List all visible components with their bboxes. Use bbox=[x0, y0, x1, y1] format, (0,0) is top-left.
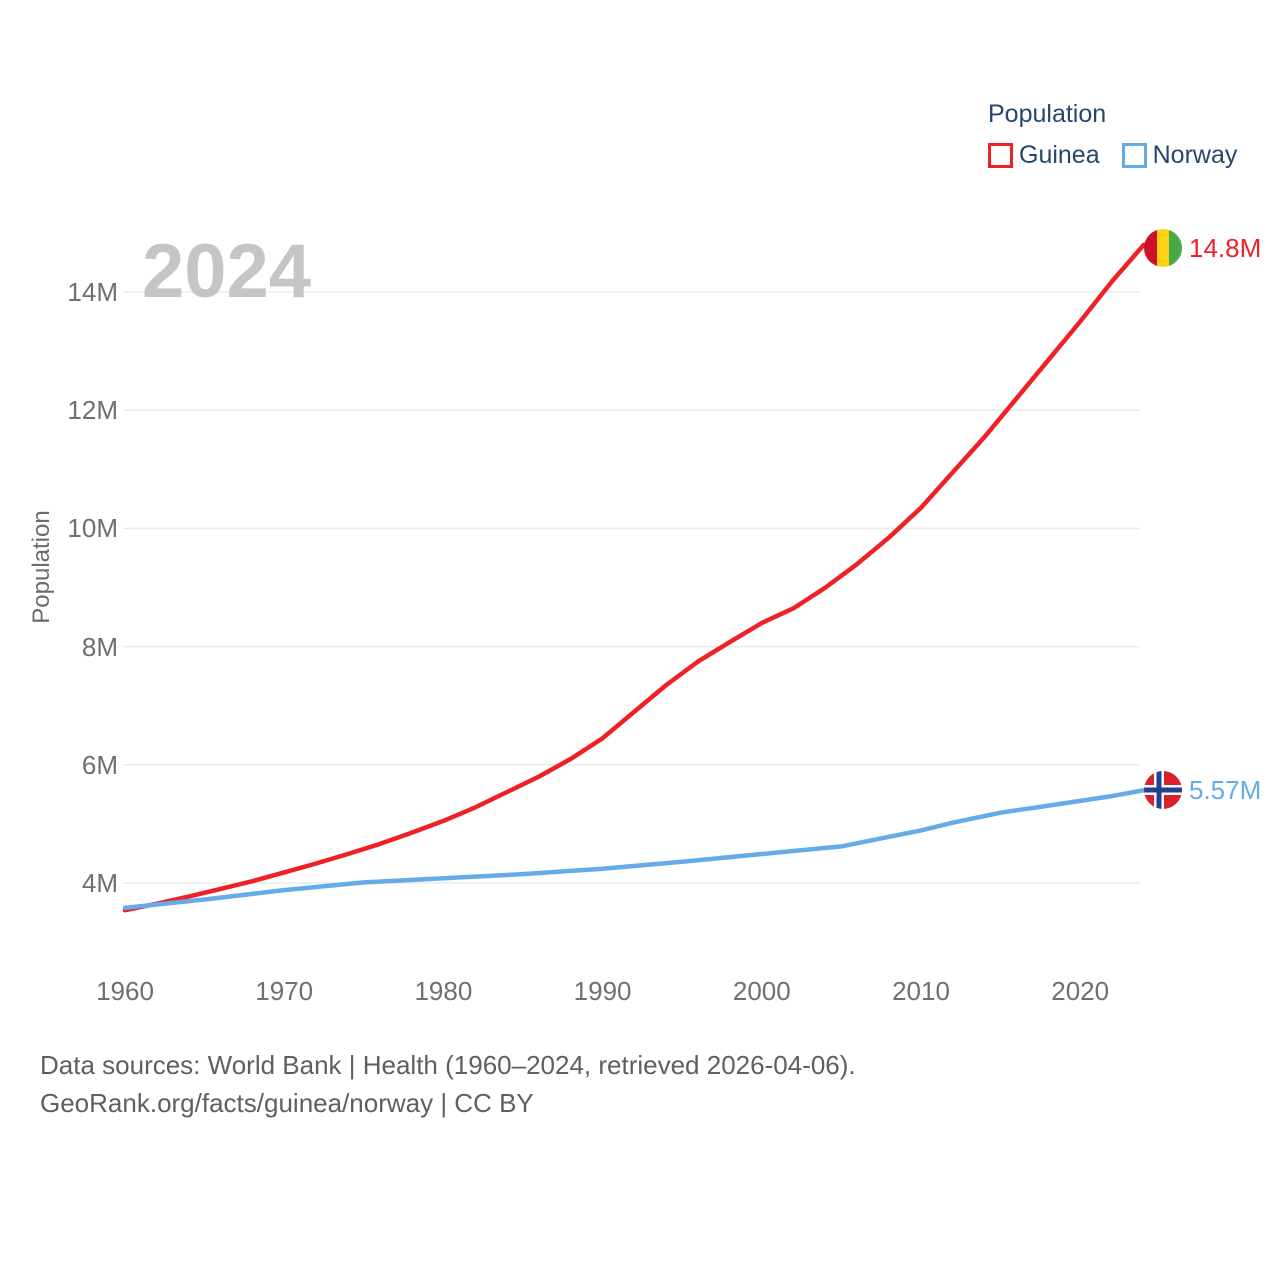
legend-item-norway[interactable]: Norway bbox=[1121, 141, 1238, 170]
attribution-footer: Data sources: World Bank | Health (1960–… bbox=[40, 1046, 856, 1122]
legend: Population Guinea Norway bbox=[988, 100, 1237, 170]
x-tick-label: 1990 bbox=[573, 976, 632, 1006]
y-tick-label: 10M bbox=[67, 513, 118, 544]
x-tick-label: 2000 bbox=[732, 976, 791, 1006]
legend-item-label: Guinea bbox=[1019, 141, 1100, 169]
x-tick-label: 2010 bbox=[892, 976, 950, 1006]
georank-credit-line: GeoRank.org/facts/guinea/norway | CC BY bbox=[40, 1088, 534, 1118]
year-watermark: 2024 bbox=[142, 229, 312, 314]
guinea-end-marker: 14.8M bbox=[1144, 227, 1261, 269]
x-tick-label: 1960 bbox=[96, 976, 154, 1006]
legend-item-label: Norway bbox=[1152, 141, 1238, 169]
x-tick-label: 2020 bbox=[1051, 976, 1110, 1006]
norway-end-marker: 5.57M bbox=[1144, 769, 1261, 811]
guinea-series-line[interactable] bbox=[122, 242, 1157, 913]
guinea-swatch-icon bbox=[988, 143, 1013, 168]
y-axis-title: Population bbox=[28, 510, 55, 624]
norway-end-value: 5.57M bbox=[1189, 774, 1262, 805]
y-tick-label: 4M bbox=[81, 868, 118, 898]
data-sources-line: Data sources: World Bank | Health (1960–… bbox=[40, 1050, 856, 1080]
norway-flag-icon bbox=[1144, 771, 1182, 809]
legend-items: Guinea Norway bbox=[988, 141, 1237, 170]
y-tick-label: 6M bbox=[81, 749, 118, 780]
y-tick-label: 8M bbox=[81, 631, 118, 662]
norway-swatch-icon bbox=[1121, 143, 1147, 168]
y-tick-label: 14M bbox=[67, 277, 118, 307]
norway-series-line[interactable] bbox=[122, 787, 1157, 911]
legend-item-guinea[interactable]: Guinea bbox=[988, 141, 1100, 170]
guinea-end-value: 14.8M bbox=[1189, 232, 1262, 263]
x-tick-label: 1980 bbox=[414, 976, 473, 1006]
guinea-flag-icon bbox=[1144, 229, 1182, 267]
x-tick-label: 1970 bbox=[255, 976, 314, 1006]
y-tick-label: 12M bbox=[67, 395, 118, 426]
legend-title: Population bbox=[988, 100, 1107, 128]
